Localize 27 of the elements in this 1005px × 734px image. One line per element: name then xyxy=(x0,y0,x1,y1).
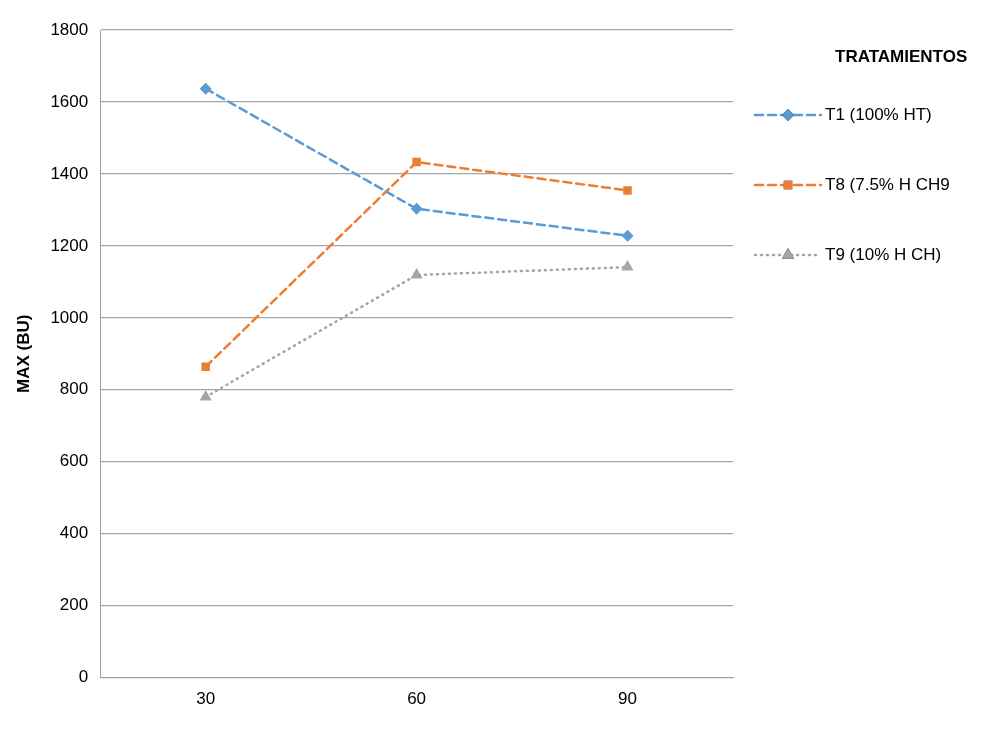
y-tick-label: 200 xyxy=(59,595,89,615)
point xyxy=(199,82,212,95)
y-tick-label: 400 xyxy=(59,523,89,543)
point xyxy=(621,260,634,271)
y-tick-label: 1600 xyxy=(50,91,89,111)
point xyxy=(621,229,634,242)
y-tick-label: 1400 xyxy=(50,163,89,183)
y-tick-label: 1800 xyxy=(50,19,89,39)
point xyxy=(201,362,210,371)
point xyxy=(410,268,423,279)
y-tick-label: 600 xyxy=(59,451,89,471)
point xyxy=(623,186,632,195)
legend-title: TRATAMIENTOS xyxy=(835,46,968,66)
legend-label: T8 (7.5% H CH9 xyxy=(825,174,950,194)
y-tick-label: 1200 xyxy=(50,235,89,255)
y-tick-label: 1000 xyxy=(50,307,89,327)
legend-label: T1 (100% HT) xyxy=(825,104,932,124)
x-tick-label: 90 xyxy=(618,689,637,709)
y-tick-label: 800 xyxy=(59,379,89,399)
x-tick-label: 60 xyxy=(407,689,427,709)
y-axis-title: MAX (BU) xyxy=(13,314,33,393)
point xyxy=(412,157,421,167)
point xyxy=(410,202,423,215)
y-tick-label: 0 xyxy=(78,667,89,687)
legend-label: T9 (10% H CH) xyxy=(825,244,942,264)
point xyxy=(199,389,212,401)
x-tick-label: 30 xyxy=(196,689,216,709)
